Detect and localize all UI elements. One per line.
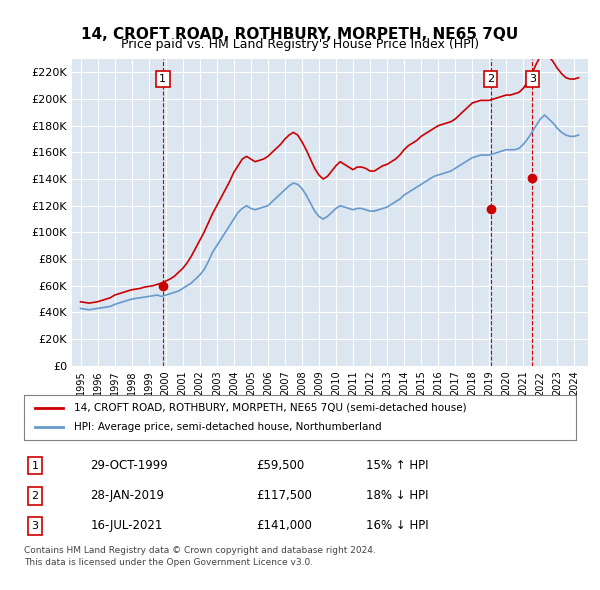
Text: 16-JUL-2021: 16-JUL-2021 <box>90 519 163 532</box>
Text: HPI: Average price, semi-detached house, Northumberland: HPI: Average price, semi-detached house,… <box>74 422 382 432</box>
Text: Price paid vs. HM Land Registry's House Price Index (HPI): Price paid vs. HM Land Registry's House … <box>121 38 479 51</box>
Text: 14, CROFT ROAD, ROTHBURY, MORPETH, NE65 7QU (semi-detached house): 14, CROFT ROAD, ROTHBURY, MORPETH, NE65 … <box>74 403 466 412</box>
Text: 16% ↓ HPI: 16% ↓ HPI <box>366 519 429 532</box>
Text: 1: 1 <box>32 461 38 471</box>
Text: 1: 1 <box>159 74 166 84</box>
Text: 14, CROFT ROAD, ROTHBURY, MORPETH, NE65 7QU: 14, CROFT ROAD, ROTHBURY, MORPETH, NE65 … <box>82 27 518 41</box>
Text: 3: 3 <box>529 74 536 84</box>
Text: £141,000: £141,000 <box>256 519 312 532</box>
Text: This data is licensed under the Open Government Licence v3.0.: This data is licensed under the Open Gov… <box>24 558 313 566</box>
Text: 2: 2 <box>31 491 38 501</box>
Text: £59,500: £59,500 <box>256 459 304 472</box>
Text: 2: 2 <box>487 74 494 84</box>
Text: 28-JAN-2019: 28-JAN-2019 <box>90 489 164 502</box>
Text: 15% ↑ HPI: 15% ↑ HPI <box>366 459 429 472</box>
Text: £117,500: £117,500 <box>256 489 312 502</box>
Text: 18% ↓ HPI: 18% ↓ HPI <box>366 489 429 502</box>
Text: Contains HM Land Registry data © Crown copyright and database right 2024.: Contains HM Land Registry data © Crown c… <box>24 546 376 555</box>
Text: 29-OCT-1999: 29-OCT-1999 <box>90 459 168 472</box>
Text: 3: 3 <box>32 521 38 531</box>
